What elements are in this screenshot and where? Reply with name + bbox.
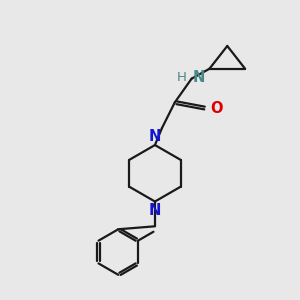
Text: H: H bbox=[177, 71, 187, 84]
Text: N: N bbox=[149, 202, 161, 217]
Text: O: O bbox=[210, 101, 223, 116]
Text: N: N bbox=[149, 129, 161, 144]
Text: N: N bbox=[193, 70, 205, 85]
